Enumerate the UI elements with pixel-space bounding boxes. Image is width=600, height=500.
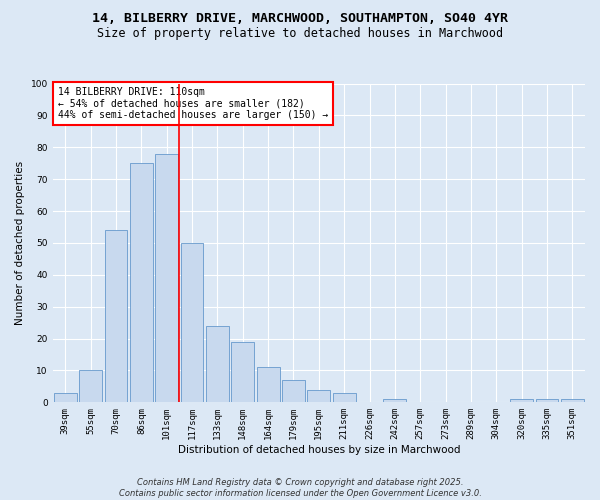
Bar (333, 393, 356, 402)
Bar (104, 230, 127, 402)
Y-axis label: Number of detached properties: Number of detached properties (15, 161, 25, 325)
Bar (79, 370, 102, 402)
Bar (232, 342, 254, 402)
Bar (282, 380, 305, 402)
Bar (561, 399, 584, 402)
Bar (383, 399, 406, 402)
Bar (536, 399, 559, 402)
Bar (510, 399, 533, 402)
X-axis label: Distribution of detached houses by size in Marchwood: Distribution of detached houses by size … (178, 445, 460, 455)
Bar (130, 163, 153, 402)
Bar (307, 390, 330, 402)
Text: Contains HM Land Registry data © Crown copyright and database right 2025.
Contai: Contains HM Land Registry data © Crown c… (119, 478, 481, 498)
Bar (206, 326, 229, 402)
Bar (181, 243, 203, 402)
Text: 14 BILBERRY DRIVE: 110sqm
← 54% of detached houses are smaller (182)
44% of semi: 14 BILBERRY DRIVE: 110sqm ← 54% of detac… (58, 86, 328, 120)
Bar (155, 154, 178, 402)
Bar (54, 393, 77, 402)
Bar (257, 368, 280, 402)
Text: 14, BILBERRY DRIVE, MARCHWOOD, SOUTHAMPTON, SO40 4YR: 14, BILBERRY DRIVE, MARCHWOOD, SOUTHAMPT… (92, 12, 508, 26)
Text: Size of property relative to detached houses in Marchwood: Size of property relative to detached ho… (97, 28, 503, 40)
